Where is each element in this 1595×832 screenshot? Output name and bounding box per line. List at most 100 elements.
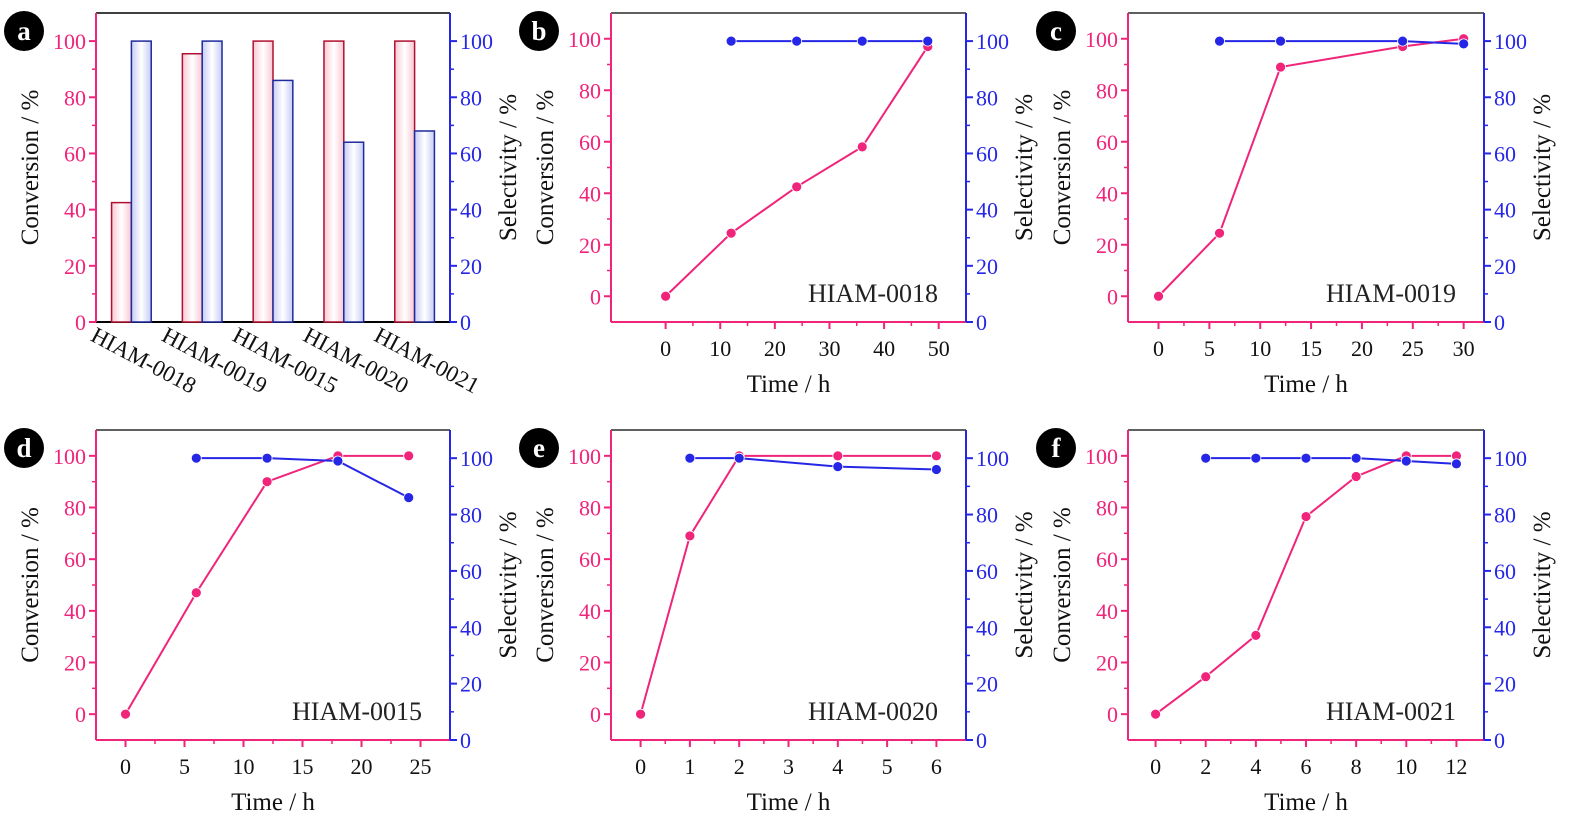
left-y-tick-label: 100 <box>568 27 601 52</box>
left-y-tick-label: 20 <box>579 233 601 258</box>
left-y-tick-label: 100 <box>53 29 86 54</box>
left-y-tick-label: 40 <box>579 181 601 206</box>
x-tick-label: 4 <box>832 754 843 779</box>
x-tick-label: 6 <box>931 754 942 779</box>
right-y-tick-label: 80 <box>460 85 482 110</box>
right-y-tick-label: 80 <box>1494 503 1516 528</box>
x-tick-label: 10 <box>1249 336 1271 361</box>
x-tick-label: 0 <box>1153 336 1164 361</box>
left-y-tick-label: 60 <box>1096 547 1118 572</box>
right-y-axis-title: Selectivity / % <box>1011 94 1038 241</box>
panel-letter: a <box>17 16 31 46</box>
panel-letter: d <box>16 433 31 463</box>
left-y-tick-label: 80 <box>64 496 86 521</box>
left-y-tick-label: 60 <box>1096 130 1118 155</box>
panel-badge <box>4 11 44 51</box>
right-y-tick-label: 20 <box>976 254 998 279</box>
left-y-tick-label: 80 <box>64 85 86 110</box>
conversion-point <box>791 181 803 193</box>
selectivity-point <box>261 452 273 464</box>
x-tick-label: 0 <box>120 754 131 779</box>
left-y-tick-label: 60 <box>579 547 601 572</box>
left-y-tick-label: 20 <box>1096 233 1118 258</box>
selectivity-bar <box>201 40 223 323</box>
conversion-point <box>684 530 696 542</box>
right-y-tick-label: 80 <box>976 503 998 528</box>
selectivity-point <box>931 464 942 475</box>
right-y-axis-title: Selectivity / % <box>1529 511 1556 658</box>
right-y-tick-label: 0 <box>1494 728 1505 753</box>
left-y-tick-label: 100 <box>1085 27 1118 52</box>
selectivity-point <box>922 35 934 47</box>
left-y-axis-title: Conversion / % <box>532 90 559 246</box>
selectivity-bar <box>272 79 294 323</box>
right-y-tick-label: 80 <box>460 503 482 528</box>
right-y-tick-label: 100 <box>976 29 1009 54</box>
left-y-tick-label: 80 <box>1096 78 1118 103</box>
conversion-point <box>1153 290 1164 302</box>
conversion-point <box>660 290 672 302</box>
x-tick-label: 15 <box>1300 336 1322 361</box>
x-tick-label: 0 <box>1150 754 1161 779</box>
right-y-tick-label: 20 <box>1494 254 1516 279</box>
right-y-tick-label: 40 <box>976 615 998 640</box>
right-y-tick-label: 20 <box>460 254 482 279</box>
conversion-point <box>725 227 737 239</box>
x-tick-label: 5 <box>882 754 893 779</box>
selectivity-point <box>1451 458 1462 470</box>
x-tick-label: 10 <box>233 754 255 779</box>
x-tick-label: 10 <box>1395 754 1417 779</box>
selectivity-bar <box>413 130 436 323</box>
x-axis-title: Time / h <box>231 789 315 816</box>
selectivity-series-line <box>1219 40 1464 45</box>
conversion-point <box>856 141 868 153</box>
conversion-point <box>1214 227 1225 239</box>
right-y-tick-label: 100 <box>460 29 493 54</box>
right-y-tick-label: 40 <box>976 198 998 223</box>
x-tick-label: 1 <box>684 754 695 779</box>
x-tick-label: 30 <box>818 336 840 361</box>
panel-badge <box>519 11 559 51</box>
panel-letter: b <box>531 16 546 46</box>
sample-label: HIAM-0020 <box>808 697 938 726</box>
x-tick-label: 4 <box>1250 754 1261 779</box>
left-y-tick-label: 40 <box>64 198 86 223</box>
right-y-tick-label: 20 <box>976 672 998 697</box>
left-y-tick-label: 80 <box>1096 496 1118 521</box>
sample-label: HIAM-0021 <box>1326 697 1456 726</box>
conversion-point <box>1275 61 1286 73</box>
conversion-point <box>635 708 646 720</box>
conversion-point <box>1250 629 1262 641</box>
right-y-tick-label: 100 <box>1494 29 1527 54</box>
selectivity-bar <box>130 40 152 323</box>
conversion-point <box>120 708 131 720</box>
x-tick-label: 30 <box>1453 336 1475 361</box>
x-tick-label: 12 <box>1445 754 1467 779</box>
selectivity-point <box>1214 35 1225 47</box>
selectivity-point <box>733 452 745 464</box>
right-y-tick-label: 60 <box>976 559 998 584</box>
conversion-point <box>1350 471 1362 482</box>
panel-letter: e <box>533 433 545 463</box>
left-y-tick-label: 80 <box>579 496 601 521</box>
right-y-tick-label: 60 <box>1494 559 1516 584</box>
x-tick-label: 3 <box>783 754 794 779</box>
left-y-tick-label: 0 <box>75 702 86 727</box>
left-y-tick-label: 100 <box>53 444 86 469</box>
conversion-point <box>1300 511 1312 522</box>
right-y-axis-title: Selectivity / % <box>1529 94 1556 241</box>
conversion-point <box>261 476 273 488</box>
conversion-point <box>403 450 415 462</box>
selectivity-point <box>1397 35 1409 47</box>
left-y-tick-label: 40 <box>64 599 86 624</box>
left-y-tick-label: 20 <box>64 254 86 279</box>
left-y-tick-label: 100 <box>568 444 601 469</box>
conversion-series-line <box>1157 37 1464 297</box>
conversion-point <box>1150 708 1161 720</box>
x-tick-label: 15 <box>292 754 314 779</box>
selectivity-point <box>1350 452 1362 464</box>
left-y-tick-label: 0 <box>75 310 86 335</box>
conversion-bar <box>394 40 416 323</box>
x-axis-title: Time / h <box>747 789 831 816</box>
right-y-tick-label: 60 <box>460 141 482 166</box>
